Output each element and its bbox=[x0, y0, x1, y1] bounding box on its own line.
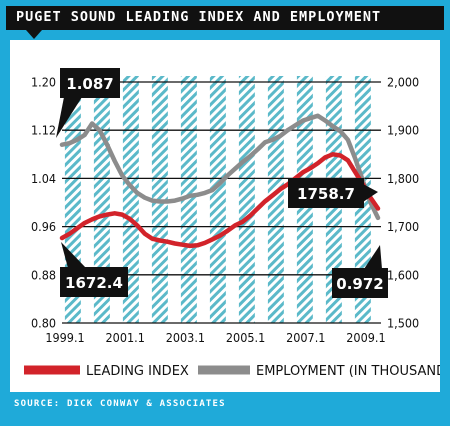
left-tick-label: 0.80 bbox=[31, 316, 56, 331]
callout-pointer bbox=[364, 245, 382, 269]
callout-label: 1.087 bbox=[66, 75, 113, 93]
callout-pointer bbox=[61, 242, 86, 268]
right-tick-label: 2,000 bbox=[387, 75, 419, 90]
left-tick-label: 1.20 bbox=[31, 75, 56, 90]
chart-title: PUGET SOUND LEADING INDEX AND EMPLOYMENT bbox=[16, 9, 382, 25]
right-tick-label: 1,700 bbox=[387, 219, 419, 234]
tick-labels: 1.20 1.12 1.04 0.96 0.88 0.80 2,000 1,900 1,800 1… bbox=[31, 75, 419, 346]
callout-pointer bbox=[363, 184, 378, 202]
callout-box bbox=[332, 268, 388, 298]
callout-label: 0.972 bbox=[336, 275, 383, 293]
right-tick-label: 1,800 bbox=[387, 171, 419, 186]
right-tick-label: 1,600 bbox=[387, 267, 419, 282]
legend-label-employment: EMPLOYMENT (IN THOUSANDS) bbox=[256, 364, 440, 379]
title-notch bbox=[26, 30, 42, 39]
legend: LEADING INDEX EMPLOYMENT (IN THOUSANDS) bbox=[24, 364, 440, 379]
stripe-band bbox=[209, 76, 226, 323]
callout: 1.087 bbox=[56, 68, 120, 138]
callout-label: 1758.7 bbox=[297, 185, 355, 203]
left-tick-label: 0.88 bbox=[31, 267, 56, 282]
right-tick-label: 1,900 bbox=[387, 123, 419, 138]
right-tick-label: 1,500 bbox=[387, 316, 419, 331]
legend-label-leading-index: LEADING INDEX bbox=[86, 364, 189, 379]
callout-box bbox=[288, 178, 364, 208]
chart-svg: 1.201.121.040.960.880.802,0001,9001,8001… bbox=[24, 68, 440, 379]
series-lines bbox=[59, 113, 381, 249]
left-tick-label: 0.96 bbox=[31, 219, 56, 234]
left-tick-label: 1.04 bbox=[31, 171, 56, 186]
callout: 1672.4 bbox=[60, 242, 128, 297]
left-tick-label: 1.12 bbox=[31, 123, 56, 138]
callouts: 1.087 1758.7 1672.4 0.972 bbox=[56, 68, 388, 298]
stripe-band bbox=[238, 76, 255, 323]
source-note: SOURCE: DICK CONWAY & ASSOCIATES bbox=[14, 399, 226, 409]
callout-pointer bbox=[56, 97, 82, 138]
stripe-band bbox=[122, 76, 139, 323]
x-tick-label: 2009.1 bbox=[346, 330, 385, 345]
title-bar: PUGET SOUND LEADING INDEX AND EMPLOYMENT bbox=[6, 6, 444, 30]
callout-label: 1672.4 bbox=[65, 274, 123, 292]
callout-box bbox=[60, 68, 120, 98]
callout-box bbox=[60, 267, 128, 297]
callout: 1758.7 bbox=[288, 178, 378, 208]
leading-index-line bbox=[59, 152, 381, 249]
x-tick-label: 2003.1 bbox=[166, 330, 205, 345]
stripe-band bbox=[180, 76, 197, 323]
chart-panel: 1.20 1.12 1.04 0.96 0.88 0.80 2,000 1,900 1,800 1… bbox=[10, 40, 440, 392]
callout: 0.972 bbox=[332, 245, 388, 298]
x-tick-label: 1999.1 bbox=[45, 330, 84, 345]
x-tick-label: 2005.1 bbox=[226, 330, 265, 345]
employment-line bbox=[59, 113, 381, 221]
x-tick-label: 2001.1 bbox=[106, 330, 145, 345]
x-tick-label: 2007.1 bbox=[286, 330, 325, 345]
